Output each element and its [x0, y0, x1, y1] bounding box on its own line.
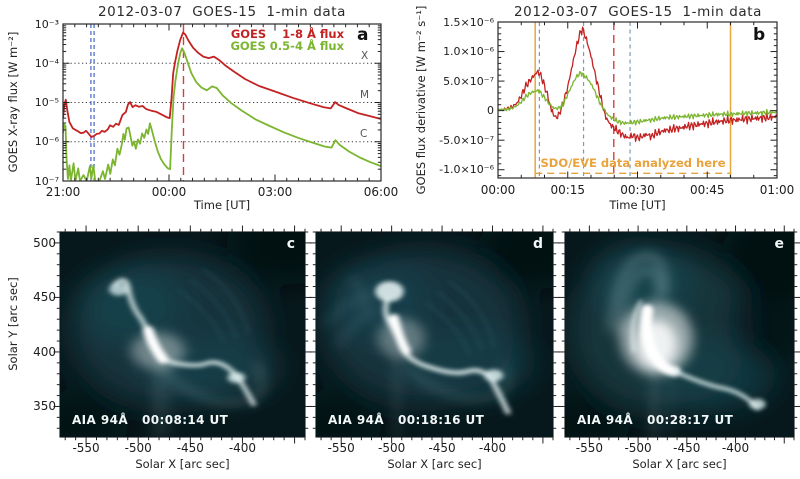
aia-image-caption: AIA 94Å 00:18:16 UT: [328, 413, 484, 427]
tick-label: -550: [327, 441, 355, 455]
aia-94-image-d: [316, 232, 553, 437]
solar-y-axis-label: Solar Y [arc sec]: [6, 277, 20, 371]
aia-image-caption: AIA 94Å 00:28:17 UT: [577, 413, 733, 427]
tick-label: 10⁻⁶: [34, 135, 59, 149]
tick-label: 400: [33, 344, 56, 359]
tick-label: -550: [72, 441, 100, 455]
panel-e-letter: e: [774, 236, 785, 252]
aia-instrument-label: AIA 94Å: [577, 413, 634, 427]
tick-label: 1.5×10⁻⁶: [443, 15, 494, 29]
panel-b-ylabel: GOES flux derivative [W m⁻² s⁻¹]: [414, 5, 428, 195]
tick-label: 01:00: [759, 183, 795, 197]
legend-goes-short-channel: GOES 0.5-4 Å flux: [230, 39, 344, 53]
aia-image-caption: AIA 94Å 00:08:14 UT: [72, 413, 228, 427]
panel-b-title: 2012-03-07 GOES-15 1-min data: [513, 4, 763, 20]
tick-label: -500: [378, 441, 406, 455]
tick-label: 00:30: [620, 183, 655, 197]
panel-a-ylabel: GOES X-ray flux [W m⁻²]: [6, 31, 20, 173]
panel-a-letter: a: [357, 25, 369, 45]
tick-label: -400: [478, 441, 507, 455]
tick-label: -450: [673, 441, 701, 455]
tick-label: 5.0×10⁻⁷: [443, 74, 494, 88]
aia-time-label: 00:08:14 UT: [142, 413, 229, 427]
tick-label: -5.0×10⁻⁷: [439, 133, 494, 147]
tick-label: 350: [33, 399, 56, 414]
sdo-eve-annotation: SDO/EVE data analyzed here: [540, 156, 726, 170]
panel-d-letter: d: [532, 236, 543, 252]
flare-class-m-label: M: [360, 89, 370, 101]
tick-label: 21:00: [45, 185, 81, 199]
panel-b-letter: b: [753, 25, 766, 45]
solar-x-axis-label-e: Solar X [arc sec]: [632, 457, 727, 471]
aia-time-label: 00:28:17 UT: [647, 413, 734, 427]
aia-94-image-e: [565, 232, 794, 437]
aia-instrument-label: AIA 94Å: [328, 413, 385, 427]
tick-label: 10⁻⁴: [34, 56, 59, 70]
panel-c-letter: c: [286, 236, 295, 252]
tick-label: 03:00: [257, 185, 293, 199]
legend-goes-long-channel: GOES 1-8 Å flux: [230, 27, 344, 41]
panel-a-title: 2012-03-07 GOES-15 1-min data: [97, 4, 347, 20]
tick-label: -400: [721, 441, 750, 455]
tick-label: 10⁻³: [34, 17, 59, 31]
tick-label: 450: [33, 290, 56, 305]
aia-image-panel-e: AIA 94Å 00:28:17 UT e: [565, 232, 794, 437]
tick-label: -450: [428, 441, 456, 455]
tick-label: 00:00: [151, 185, 187, 199]
tick-label: -500: [624, 441, 652, 455]
tick-label: -400: [228, 441, 257, 455]
flare-class-c-label: C: [360, 128, 368, 140]
tick-label: 00:00: [480, 183, 516, 197]
solar-x-axis-label-d: Solar X [arc sec]: [387, 457, 482, 471]
tick-label: -500: [124, 441, 152, 455]
aia-image-panel-d: AIA 94Å 00:18:16 UT d: [316, 232, 553, 437]
tick-label: 10⁻⁷: [34, 174, 59, 188]
tick-label: -550: [575, 441, 603, 455]
aia-image-panel-c: AIA 94Å 00:08:14 UT c: [60, 232, 305, 437]
tick-label: 06:00: [363, 185, 399, 199]
aia-94-image-c: [60, 232, 305, 437]
tick-label: 00:45: [689, 183, 725, 197]
tick-label: 1.0×10⁻⁶: [443, 45, 494, 59]
tick-label: 10⁻⁵: [34, 96, 59, 109]
tick-label: -1.0×10⁻⁶: [439, 163, 494, 177]
tick-label: -450: [176, 441, 204, 455]
tick-label: 00:15: [550, 183, 586, 197]
tick-label: 500: [33, 235, 56, 250]
flare-class-x-label: X: [361, 50, 369, 62]
tick-label: 0: [487, 104, 494, 118]
panel-b-xlabel: Time [UT]: [609, 198, 666, 212]
aia-instrument-label: AIA 94Å: [72, 413, 129, 427]
aia-time-label: 00:18:16 UT: [398, 413, 485, 427]
panel-a-xlabel: Time [UT]: [193, 198, 251, 212]
solar-x-axis-label-c: Solar X [arc sec]: [135, 457, 230, 471]
